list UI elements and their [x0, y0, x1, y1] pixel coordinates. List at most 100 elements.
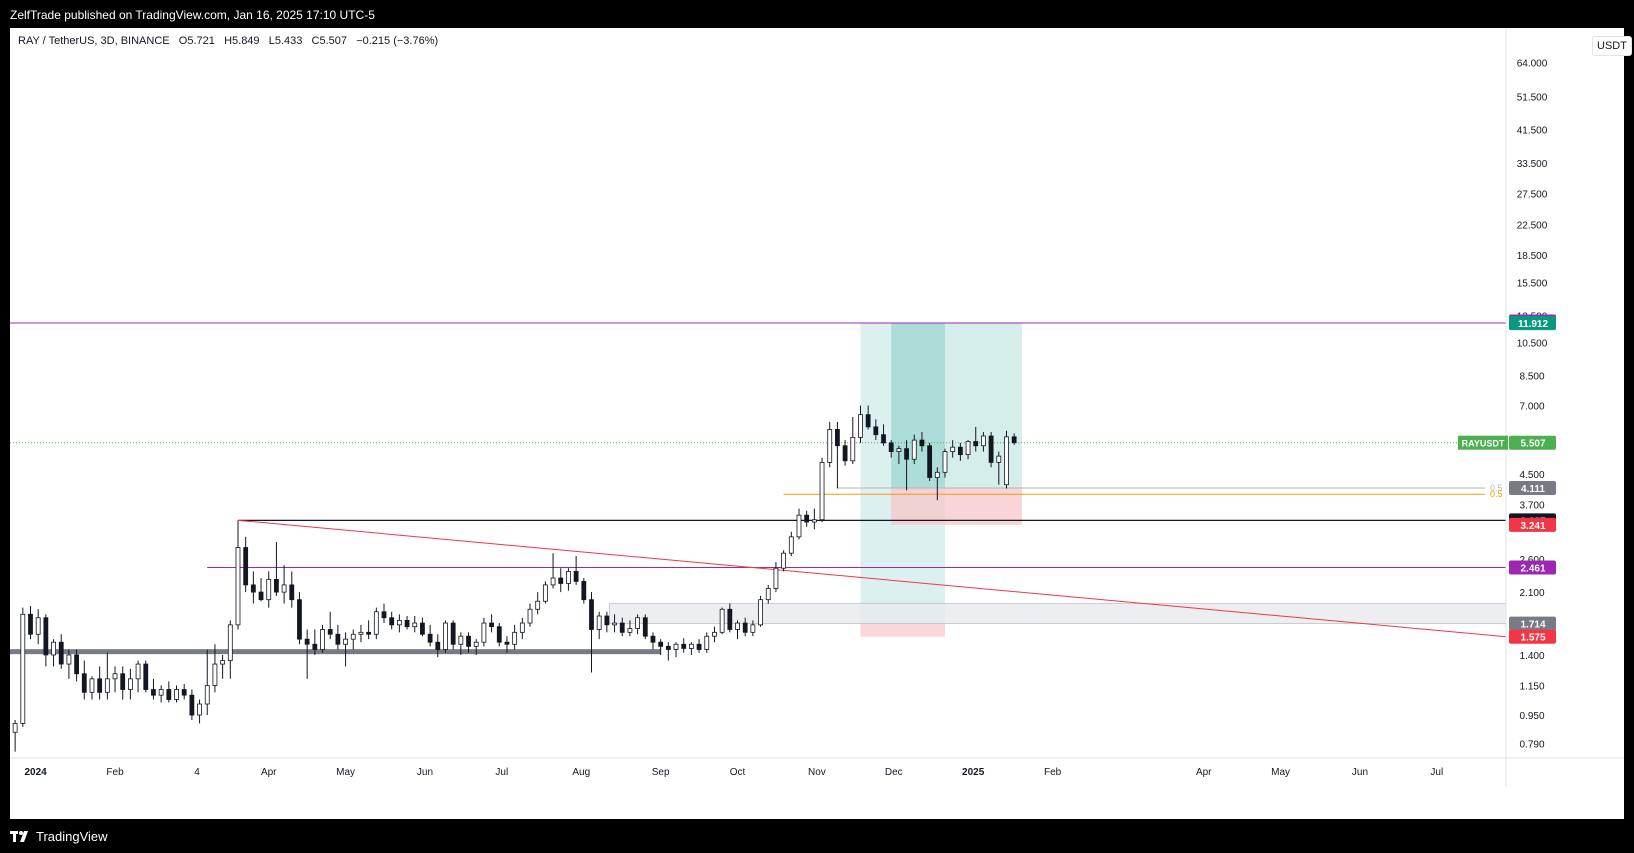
candle-body: [650, 635, 656, 643]
price-tick-label: 27.500: [1517, 189, 1548, 200]
candle-body: [819, 461, 825, 521]
price-label-bg: [1509, 560, 1556, 575]
candle-body: [373, 611, 379, 635]
close-value: 5.507: [319, 35, 348, 47]
price-label: 5.507: [1520, 439, 1545, 450]
candle-body: [335, 633, 341, 645]
candle-body: [504, 641, 510, 645]
candle-body: [896, 448, 902, 452]
tradingview-logo-icon: [10, 830, 28, 842]
time-tick-label: Dec: [885, 767, 903, 778]
candle-body: [988, 435, 994, 463]
open-value: 5.721: [187, 35, 215, 47]
candle-body: [612, 622, 617, 626]
price-tick-label: 0.790: [1519, 740, 1544, 751]
overlap-zone: [891, 323, 945, 489]
chart-panel[interactable]: [10, 28, 1624, 819]
symbol-tag: RAYUSDT: [1462, 439, 1505, 449]
candle-body: [512, 631, 518, 645]
price-labels: 12.04111.92011.9125.507RAYUSDT4.1113.337…: [1458, 314, 1556, 644]
price-label-bg: [1509, 517, 1556, 532]
price-tick-label: 64.000: [1517, 59, 1548, 70]
candle-body: [427, 633, 433, 643]
candle-body: [89, 678, 95, 693]
candle-body: [366, 631, 372, 635]
candle-body: [274, 578, 279, 593]
candle-body: [12, 723, 18, 733]
candle-body: [750, 624, 756, 633]
candle-body: [665, 645, 671, 650]
candle-body: [796, 514, 802, 538]
high-value: 5.849: [232, 35, 260, 47]
candle-body: [658, 641, 664, 647]
price-tick-label: 0.950: [1519, 711, 1544, 722]
candle-body: [74, 654, 80, 675]
candle-body: [66, 654, 72, 665]
candle-body: [404, 619, 410, 628]
candle-body: [197, 703, 202, 716]
candle-body: [919, 439, 925, 447]
time-tick-label: Sep: [652, 767, 670, 778]
candle-body: [343, 638, 348, 645]
candle-body: [120, 673, 126, 690]
time-tick-label: May: [1271, 767, 1290, 778]
support-band: [10, 649, 661, 655]
candle-body: [735, 622, 740, 630]
candle-body: [996, 455, 1002, 463]
candle-body: [35, 617, 41, 635]
candle-body: [927, 445, 933, 478]
drawing-lines: 0.50.5: [10, 322, 1507, 655]
currency-button[interactable]: USDT: [1592, 36, 1632, 56]
candle-body: [535, 600, 541, 610]
time-tick-label: Apr: [1196, 767, 1212, 778]
candle-body: [466, 635, 471, 647]
candle-body: [204, 685, 210, 705]
candle-body: [850, 436, 856, 462]
publish-info: ZelfTrade published on TradingView.com, …: [10, 8, 375, 22]
candle-body: [104, 678, 110, 693]
candle-body: [258, 591, 264, 601]
candle-body: [20, 613, 26, 724]
candle-body: [43, 617, 49, 656]
time-tick-label: Feb: [1044, 767, 1062, 778]
price-label: 2.461: [1520, 564, 1545, 575]
candle-body: [381, 611, 387, 619]
candle-body: [542, 584, 548, 602]
candle-body: [312, 643, 318, 650]
red-trendline: [237, 519, 1507, 638]
candle-body: [112, 673, 118, 680]
price-tick-label: 2.600: [1519, 555, 1544, 566]
candle-body: [888, 442, 894, 452]
candle-body: [166, 689, 172, 700]
candle-body: [304, 638, 310, 645]
candle-body: [212, 663, 218, 686]
candle-body: [704, 635, 710, 650]
candle-body: [904, 448, 909, 460]
price-label-bg: [1509, 435, 1556, 450]
price-axis: 0.7900.9501.1501.4001.7002.1002.6003.200…: [1505, 28, 1548, 786]
time-tick-label: 2025: [962, 767, 985, 778]
time-tick-label: Oct: [730, 767, 746, 778]
price-tick-label: 4.500: [1519, 470, 1544, 481]
candle-body: [496, 626, 502, 643]
candle-body: [811, 519, 817, 523]
candle-body: [596, 615, 602, 630]
price-tick-label: 41.500: [1517, 126, 1548, 137]
candle-body: [942, 451, 948, 473]
candle-body: [973, 441, 979, 447]
time-tick-label: Jul: [495, 767, 508, 778]
candle-body: [827, 429, 833, 463]
candle-body: [781, 552, 787, 569]
candle-body: [589, 599, 594, 630]
candle-body: [727, 608, 733, 630]
candle-body: [519, 622, 525, 633]
price-label-bg: [1509, 316, 1556, 331]
candle-body: [765, 588, 771, 601]
price-tick-label: 33.500: [1517, 159, 1548, 170]
candle-body: [235, 547, 241, 626]
candle-body: [289, 584, 295, 601]
candle-body: [174, 689, 179, 700]
candle-body: [957, 446, 963, 456]
candle-body: [604, 615, 610, 626]
